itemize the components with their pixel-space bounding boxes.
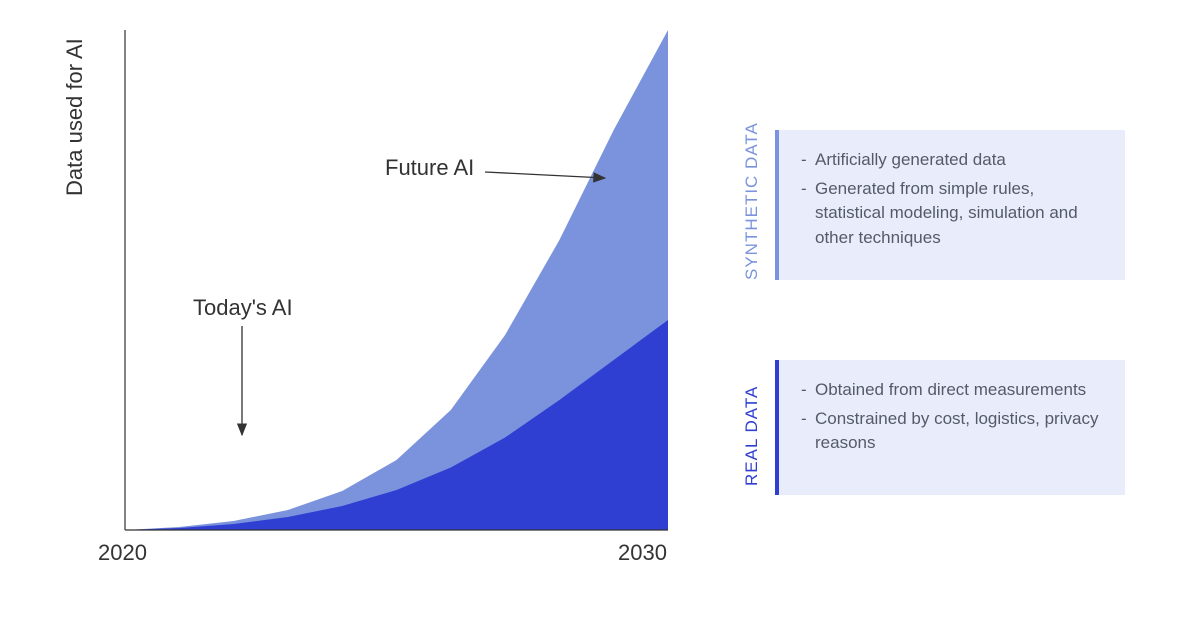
area-chart-svg [0,0,1186,629]
x-axis-end-label: 2030 [618,540,667,566]
legend-synthetic-title: SYNTHETIC DATA [742,122,762,280]
legend-real-box: Obtained from direct measurements Constra… [775,360,1125,495]
legend-synthetic-box: Artificially generated data Generated fro… [775,130,1125,280]
legend-bullet: Artificially generated data [801,148,1107,173]
legend-real-bullets: Obtained from direct measurements Constra… [801,378,1107,456]
legend-bullet: Generated from simple rules, statistical… [801,177,1107,251]
annotation-future-ai: Future AI [385,155,474,181]
legend-synthetic-bullets: Artificially generated data Generated fro… [801,148,1107,251]
chart-canvas: Data used for AI 2020 2030 Future AI Tod… [0,0,1186,629]
legend-bullet: Obtained from direct measurements [801,378,1107,403]
legend-bullet: Constrained by cost, logistics, privacy … [801,407,1107,456]
annotation-todays-ai: Today's AI [193,295,293,321]
x-axis-start-label: 2020 [98,540,147,566]
legend-real-title: REAL DATA [742,386,762,486]
arrow-future-ai [485,172,605,178]
